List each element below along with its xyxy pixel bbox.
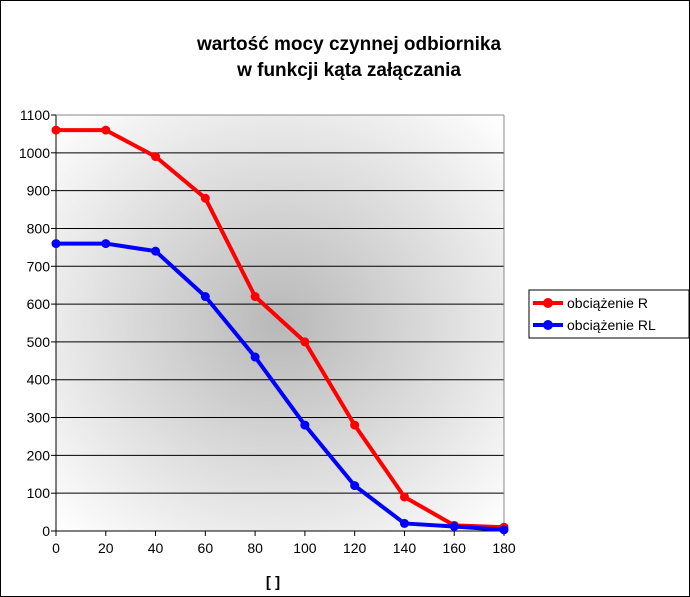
x-tick-label: 120 xyxy=(343,540,367,556)
y-tick-label: 0 xyxy=(42,523,50,539)
x-tick-label: 60 xyxy=(198,540,214,556)
data-point-1 xyxy=(101,239,111,249)
grid-lines xyxy=(56,114,504,494)
series xyxy=(51,125,509,535)
data-point-1 xyxy=(300,420,310,430)
x-tick-label: 0 xyxy=(52,540,60,556)
x-tick-label: 160 xyxy=(443,540,467,556)
plot-area xyxy=(56,115,504,531)
x-tick-label: 100 xyxy=(293,540,317,556)
data-point-0 xyxy=(200,193,210,203)
data-point-0 xyxy=(399,492,409,502)
chart-title-line-2: w funkcji kąta załączania xyxy=(236,60,461,81)
legend: obciążenie R obciążenie RL xyxy=(528,289,690,339)
data-point-1 xyxy=(151,246,161,256)
x-tick-label: 20 xyxy=(98,540,114,556)
y-tick-label: 300 xyxy=(27,410,51,426)
x-axis-label: [ ] xyxy=(266,574,280,591)
y-tick-label: 400 xyxy=(27,372,51,388)
data-point-1 xyxy=(51,239,61,249)
legend-box xyxy=(528,289,690,339)
x-tick-label: 40 xyxy=(148,540,164,556)
x-tick-label: 180 xyxy=(492,540,516,556)
chart-title-line-1: wartość mocy czynnej odbiornika xyxy=(196,34,502,55)
data-point-0 xyxy=(300,337,310,347)
x-tick-label: 80 xyxy=(247,540,263,556)
axes xyxy=(51,114,505,536)
y-tick-label: 700 xyxy=(27,258,51,274)
data-point-0 xyxy=(151,152,161,162)
data-point-1 xyxy=(250,352,260,362)
data-point-0 xyxy=(51,125,61,135)
legend-marker-rl xyxy=(543,320,553,330)
x-tick-label: 140 xyxy=(393,540,417,556)
legend-label-r: obciążenie R xyxy=(567,295,648,311)
y-tick-label: 1000 xyxy=(19,145,50,161)
data-point-1 xyxy=(200,292,210,302)
data-point-1 xyxy=(499,525,509,535)
y-tick-label: 100 xyxy=(27,485,51,501)
legend-label-rl: obciążenie RL xyxy=(567,317,656,333)
data-point-1 xyxy=(350,481,360,491)
legend-marker-r xyxy=(543,298,553,308)
tick-labels: 0 100 200 300 400 500 600 700 800 900 1000 1100 0 20 4… xyxy=(19,107,516,556)
series-line-0 xyxy=(56,128,505,530)
data-point-0 xyxy=(101,125,111,135)
y-tick-label: 900 xyxy=(27,183,51,199)
y-tick-label: 500 xyxy=(27,334,51,350)
data-point-1 xyxy=(399,518,409,528)
data-point-1 xyxy=(449,521,459,531)
data-point-0 xyxy=(250,292,260,302)
y-tick-label: 1100 xyxy=(20,107,50,123)
y-tick-label: 600 xyxy=(27,296,51,312)
y-tick-label: 800 xyxy=(27,220,51,236)
y-tick-label: 200 xyxy=(27,447,51,463)
data-point-0 xyxy=(350,420,360,430)
series-line-1 xyxy=(56,241,505,532)
